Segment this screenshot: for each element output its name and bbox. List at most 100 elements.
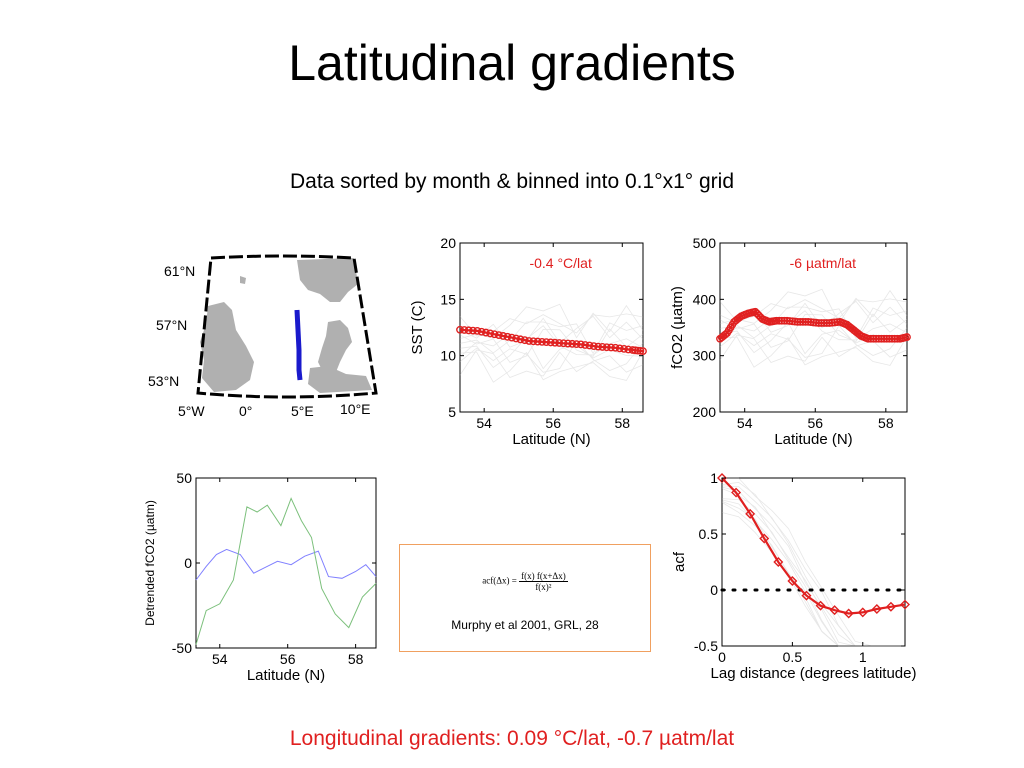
lat-label-61: 61°N	[164, 263, 195, 279]
data-point	[615, 344, 624, 353]
data-point	[815, 600, 826, 611]
data-point	[885, 601, 896, 612]
data-point	[885, 334, 894, 343]
data-point	[486, 329, 495, 338]
background-trace	[719, 288, 908, 324]
background-trace	[719, 334, 908, 363]
data-point	[602, 343, 611, 352]
background-trace	[722, 477, 905, 647]
x-tick-label: 58	[614, 415, 630, 431]
data-point	[512, 334, 521, 343]
data-point	[529, 337, 538, 346]
data-point	[542, 338, 551, 347]
x-tick-label: 54	[476, 415, 492, 431]
data-point	[777, 316, 786, 325]
y-tick-label: 5	[448, 404, 456, 420]
data-point	[533, 337, 542, 346]
y-tick-label: 200	[693, 404, 717, 420]
background-trace	[719, 313, 908, 348]
background-trace	[721, 488, 905, 647]
x-tick-label: 56	[545, 415, 561, 431]
data-point	[812, 318, 821, 327]
data-point	[801, 590, 812, 601]
data-point	[555, 339, 564, 347]
y-tick-label: 10	[440, 348, 456, 364]
data-point	[872, 334, 881, 343]
data-point	[780, 316, 789, 325]
plot-frame	[721, 477, 906, 647]
y-tick-label: 1	[710, 470, 718, 486]
data-point	[814, 319, 823, 327]
data-point	[903, 333, 911, 341]
data-point	[490, 330, 499, 339]
sst-chart: 54 56 58 5 10 15 20 Latitude (N) SST (C) -0.4 °C/…	[409, 235, 647, 448]
plot-frame	[719, 242, 908, 413]
background-traces	[459, 303, 644, 383]
background-trace	[459, 303, 644, 339]
data-point	[817, 319, 826, 327]
ship-track	[294, 309, 303, 381]
y-axis-label: acf	[671, 551, 688, 572]
data-point	[516, 335, 525, 344]
data-point	[568, 339, 577, 348]
data-point	[628, 346, 637, 354]
lat-label-57: 57°N	[156, 317, 187, 333]
data-point	[822, 319, 831, 327]
data-point	[801, 317, 810, 326]
detrended-chart: 54 56 58 -50 0 50 Latitude (N) Detrended fCO2 (…	[143, 470, 377, 684]
study-area-map: 61°N 57°N 53°N 5°W 0° 5°E 10°E	[148, 254, 378, 419]
x-tick-label: 58	[878, 415, 894, 431]
data-point	[869, 334, 878, 343]
data-point	[633, 346, 642, 355]
data-point	[820, 319, 828, 327]
background-trace	[721, 486, 905, 647]
x-tick-label: 0.5	[783, 649, 803, 665]
equation-box: acf(Δx) = f(x) f(x+Δx) f(x)² Murphy et a…	[399, 544, 651, 652]
data-point	[456, 325, 464, 334]
background-trace	[719, 298, 908, 322]
y-tick-label: 0	[710, 582, 718, 598]
data-point	[564, 339, 572, 348]
equation-numerator: f(x) f(x+Δx)	[519, 571, 568, 582]
data-point	[864, 334, 873, 343]
data-point	[494, 331, 503, 340]
data-point	[793, 317, 802, 326]
data-point	[525, 337, 533, 345]
data-point	[481, 328, 490, 337]
data-point	[460, 326, 469, 334]
data-point	[866, 334, 875, 343]
x-axis-label: Latitude (N)	[774, 431, 852, 448]
data-point	[806, 318, 815, 327]
y-tick-label: 400	[693, 291, 717, 307]
background-trace	[459, 328, 644, 363]
slide-title: Latitudinal gradients	[288, 35, 736, 91]
background-trace	[459, 351, 644, 383]
data-point	[788, 317, 797, 326]
data-point	[857, 607, 868, 618]
slide-subtitle: Data sorted by month & binned into 0.1°x…	[289, 170, 735, 193]
data-point	[477, 327, 486, 336]
background-trace	[721, 502, 905, 647]
data-point	[585, 341, 594, 350]
data-point	[759, 533, 770, 544]
background-trace	[721, 481, 905, 647]
land-islet	[240, 276, 246, 284]
x-tick-label: 0	[718, 649, 726, 665]
data-point	[809, 318, 818, 327]
background-trace	[459, 315, 644, 348]
equation-lhs: acf(Δx) =	[482, 575, 517, 586]
x-axis-label: Latitude (N)	[512, 431, 590, 448]
data-point	[576, 340, 585, 349]
data-point	[589, 342, 598, 350]
data-point	[880, 334, 888, 343]
series-line-1	[195, 497, 377, 645]
data-point	[473, 326, 482, 335]
plot-frame	[459, 242, 644, 413]
data-point	[745, 508, 756, 519]
background-trace	[459, 313, 644, 337]
data-point	[611, 343, 620, 352]
data-point	[796, 317, 805, 326]
y-tick-label: 20	[440, 235, 456, 251]
data-point	[877, 334, 886, 343]
